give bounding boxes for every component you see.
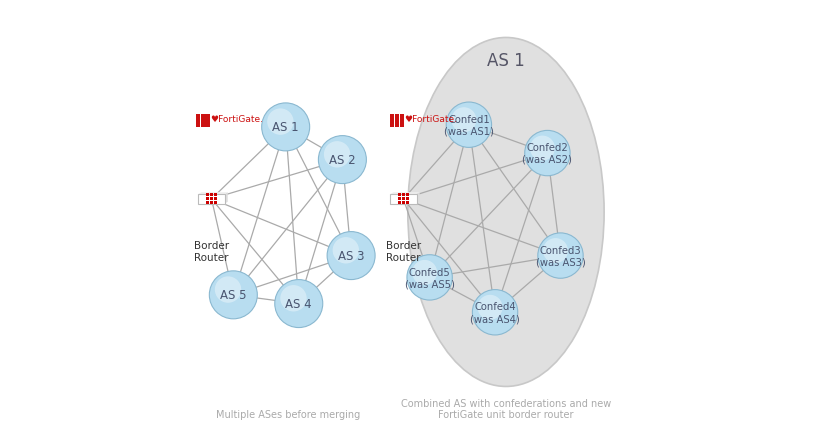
Bar: [401, 201, 405, 205]
Circle shape: [261, 104, 310, 152]
Circle shape: [412, 260, 437, 285]
Polygon shape: [224, 193, 228, 204]
Text: Confed3
(was AS3): Confed3 (was AS3): [535, 245, 585, 267]
Bar: [394, 119, 398, 123]
Circle shape: [333, 237, 359, 264]
Circle shape: [542, 239, 568, 264]
Circle shape: [446, 103, 491, 148]
Text: AS 1: AS 1: [486, 51, 524, 69]
Bar: [397, 201, 400, 205]
Text: AS 3: AS 3: [337, 250, 364, 262]
Bar: [397, 198, 400, 201]
FancyBboxPatch shape: [390, 194, 416, 204]
Bar: [206, 114, 210, 118]
Circle shape: [406, 255, 452, 300]
Circle shape: [524, 131, 569, 177]
Bar: [210, 198, 213, 201]
Circle shape: [318, 136, 366, 184]
Bar: [196, 114, 200, 118]
Text: Border
Router: Border Router: [194, 241, 229, 262]
Text: AS 4: AS 4: [285, 297, 312, 311]
Text: Confed2
(was AS2): Confed2 (was AS2): [522, 143, 572, 165]
Bar: [401, 194, 405, 197]
Circle shape: [209, 271, 257, 319]
Circle shape: [477, 295, 502, 320]
Polygon shape: [390, 193, 419, 194]
Polygon shape: [416, 193, 419, 204]
Text: Confed5
(was AS5): Confed5 (was AS5): [405, 267, 454, 289]
Bar: [399, 119, 403, 123]
Circle shape: [529, 136, 554, 161]
Bar: [214, 201, 217, 205]
Ellipse shape: [407, 39, 604, 387]
Text: ♥FortiGate.: ♥FortiGate.: [210, 115, 262, 124]
Circle shape: [280, 286, 306, 312]
Bar: [405, 198, 409, 201]
Bar: [390, 119, 394, 123]
Text: AS 5: AS 5: [219, 289, 247, 302]
Circle shape: [472, 290, 517, 335]
Bar: [210, 201, 213, 205]
Polygon shape: [198, 193, 228, 194]
Bar: [196, 119, 200, 123]
Bar: [405, 201, 409, 205]
Circle shape: [451, 108, 476, 133]
Bar: [206, 201, 209, 205]
Bar: [394, 124, 398, 128]
Bar: [210, 194, 213, 197]
Circle shape: [274, 280, 323, 328]
Circle shape: [327, 232, 374, 280]
Text: Combined AS with confederations and new
FortiGate unit border router: Combined AS with confederations and new …: [400, 398, 610, 419]
Circle shape: [537, 233, 582, 279]
Bar: [201, 114, 205, 118]
Bar: [214, 198, 217, 201]
Bar: [206, 119, 210, 123]
Bar: [401, 198, 405, 201]
Bar: [201, 119, 205, 123]
Bar: [390, 114, 394, 118]
Bar: [397, 194, 400, 197]
Text: AS 2: AS 2: [328, 154, 355, 167]
Bar: [394, 114, 398, 118]
Text: ♥FortiGate.: ♥FortiGate.: [403, 115, 456, 124]
Circle shape: [267, 109, 293, 135]
Bar: [214, 194, 217, 197]
Bar: [206, 194, 209, 197]
FancyBboxPatch shape: [198, 194, 224, 204]
Text: Multiple ASes before merging: Multiple ASes before merging: [215, 409, 360, 419]
Bar: [196, 124, 200, 128]
Bar: [390, 124, 394, 128]
Bar: [201, 124, 205, 128]
Bar: [399, 114, 403, 118]
Text: Confed4
(was AS4): Confed4 (was AS4): [469, 302, 519, 323]
Bar: [206, 198, 209, 201]
Bar: [206, 124, 210, 128]
Circle shape: [324, 142, 350, 168]
Text: Confed1
(was AS1): Confed1 (was AS1): [443, 115, 493, 136]
Circle shape: [215, 277, 241, 303]
Text: AS 1: AS 1: [272, 121, 299, 134]
Bar: [405, 194, 409, 197]
Text: Border
Router: Border Router: [386, 241, 420, 262]
Bar: [399, 124, 403, 128]
